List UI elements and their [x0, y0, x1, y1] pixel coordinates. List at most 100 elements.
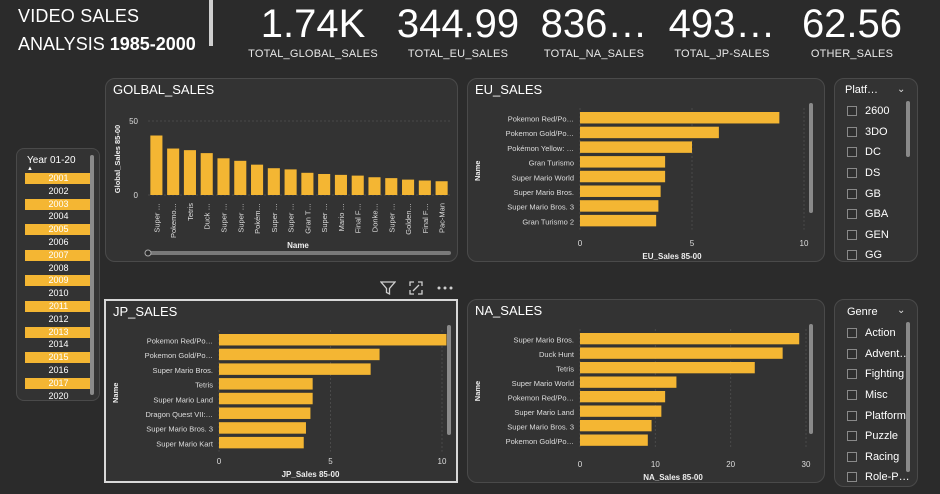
checkbox[interactable] [847, 106, 857, 117]
checkbox[interactable] [847, 147, 857, 158]
x-tick-label: 10 [651, 460, 660, 469]
y-tick-label: Pokemon Red/Po… [508, 393, 574, 402]
slicer-item[interactable]: Racing [847, 447, 910, 468]
checkbox[interactable] [847, 229, 857, 240]
year-item[interactable]: 2001 [25, 173, 92, 184]
y-tick-label: Super Mario Land [153, 395, 213, 404]
bar [267, 168, 280, 195]
platform-scrollbar[interactable] [906, 101, 910, 157]
kpi-global-sales[interactable]: 1.74K TOTAL_GLOBAL_SALES [246, 2, 380, 60]
slicer-item-label: Advent… [865, 347, 911, 360]
year-item[interactable]: 2012 [48, 313, 69, 324]
slicer-item[interactable]: GB [847, 183, 889, 204]
checkbox[interactable] [847, 390, 857, 401]
chevron-down-icon[interactable]: ⌄ [897, 84, 906, 95]
slicer-item[interactable]: 2600 [847, 101, 889, 122]
more-options-icon[interactable] [436, 280, 454, 299]
slicer-item[interactable]: Action [847, 323, 910, 344]
x-tick-label: 30 [802, 460, 811, 469]
slicer-item[interactable]: GEN [847, 225, 889, 246]
year-item[interactable]: 2007 [25, 249, 92, 261]
checkbox[interactable] [847, 410, 857, 421]
year-item[interactable]: 2009 [25, 275, 92, 287]
year-item[interactable]: 2011 [25, 301, 92, 312]
platform-slicer[interactable]: Platf… ⌄ 2600 3DO DC DS GB GBA GEN GG [834, 78, 918, 262]
bar [219, 363, 371, 375]
slicer-item[interactable]: Platform [847, 405, 910, 426]
x-axis-title: JP_Sales 85-00 [282, 470, 340, 479]
scrollbar-handle-icon [144, 249, 152, 257]
slicer-item[interactable]: Misc [847, 385, 910, 406]
kpi-na-sales[interactable]: 836… TOTAL_NA_SALES [534, 2, 654, 60]
slicer-item[interactable]: Advent… [847, 344, 910, 365]
y-tick-label: Super Mario Bros. 3 [507, 203, 574, 212]
checkbox[interactable] [847, 168, 857, 179]
filter-icon[interactable] [379, 280, 397, 299]
year-item[interactable]: 2006 [48, 237, 69, 247]
focus-mode-icon[interactable] [408, 280, 424, 299]
checkbox[interactable] [847, 472, 857, 483]
year-item[interactable]: 2015 [25, 352, 92, 364]
chart-title: GOLBAL_SALES [113, 82, 215, 97]
checkbox[interactable] [847, 369, 857, 380]
eu-sales-chart[interactable]: EU_SALES 0 5 10 Pokemon Red/Po… Pokemon Gold… [467, 78, 825, 262]
year-item[interactable]: 2013 [25, 326, 92, 338]
slicer-item[interactable]: Role-P… [847, 467, 910, 488]
bar [580, 405, 662, 417]
year-item[interactable]: 2008 [48, 262, 69, 273]
slicer-item[interactable]: GBA [847, 204, 889, 225]
visual-toolbar [379, 280, 454, 299]
bar [318, 173, 331, 195]
year-item[interactable]: 2017 [25, 377, 92, 389]
year-item[interactable]: 2016 [48, 365, 69, 375]
bar [334, 174, 347, 195]
year-item[interactable]: 2004 [48, 211, 69, 222]
checkbox[interactable] [847, 250, 857, 261]
x-tick-label: Pokém… [253, 203, 262, 234]
bar [183, 150, 196, 195]
checkbox[interactable] [847, 188, 857, 199]
genre-scrollbar[interactable] [906, 322, 910, 472]
genre-slicer[interactable]: Genre ⌄ Action Advent… Fighting Misc Platfor… [834, 299, 918, 487]
checkbox[interactable] [847, 209, 857, 220]
vertical-scrollbar [809, 324, 813, 434]
checkbox[interactable] [847, 431, 857, 442]
slicer-item[interactable]: GG [847, 245, 889, 266]
y-tick-label: Pokemon Gold/Po… [506, 129, 574, 138]
x-axis-title: EU_Sales 85-00 [642, 252, 702, 261]
genre-list: Action Advent… Fighting Misc Platform Puzzle R… [847, 323, 910, 488]
year-scrollbar[interactable] [90, 155, 94, 395]
kpi-value: 1.74K [260, 2, 366, 46]
kpi-eu-sales[interactable]: 344.99 TOTAL_EU_SALES [392, 2, 524, 60]
year-item[interactable]: 2020 [48, 390, 69, 401]
year-item[interactable]: 2010 [48, 288, 69, 299]
slicer-item[interactable]: DC [847, 142, 889, 163]
x-tick-label: Super … [270, 203, 279, 233]
slicer-item[interactable]: Puzzle [847, 426, 910, 447]
jp-sales-chart[interactable]: JP_SALES 0 5 10 Pokemon Red/Po… Pokemon Gold… [104, 299, 458, 483]
kpi-jp-sales[interactable]: 493… TOTAL_JP-SALES [662, 2, 782, 60]
chevron-down-icon[interactable]: ⌄ [897, 305, 906, 316]
checkbox[interactable] [847, 126, 857, 137]
year-item[interactable]: 2002 [48, 185, 69, 196]
kpi-other-sales[interactable]: 62.56 OTHER_SALES [796, 2, 908, 60]
na-sales-chart[interactable]: NA_SALES 0 10 20 30 Super Mario Bros. Duck Hu… [467, 299, 825, 483]
year-item[interactable]: 2005 [25, 224, 92, 236]
slicer-item[interactable]: 3DO [847, 122, 889, 143]
slicer-item[interactable]: DS [847, 163, 889, 184]
checkbox[interactable] [847, 451, 857, 462]
x-tick-label: Golden… [404, 203, 413, 235]
slicer-item-label: GBA [865, 208, 889, 221]
y-tick-label: Super Mario World [512, 379, 574, 388]
slicer-item[interactable]: Fighting [847, 364, 910, 385]
year-slicer[interactable]: Year 01-20 ▲ 2001 2002 2003 2004 2005 2006 200… [16, 148, 100, 401]
checkbox[interactable] [847, 328, 857, 339]
kpi-value: 493… [668, 2, 776, 46]
year-item[interactable]: 2014 [48, 339, 69, 350]
global-sales-chart[interactable]: GOLBAL_SALES 0 50 Super … Pokemo… Tetris Duck… [105, 78, 458, 262]
year-item[interactable]: 2003 [25, 198, 92, 210]
sort-caret-icon[interactable]: ▲ [27, 166, 33, 172]
checkbox[interactable] [847, 348, 857, 359]
bar [150, 135, 163, 195]
bar [580, 347, 783, 359]
